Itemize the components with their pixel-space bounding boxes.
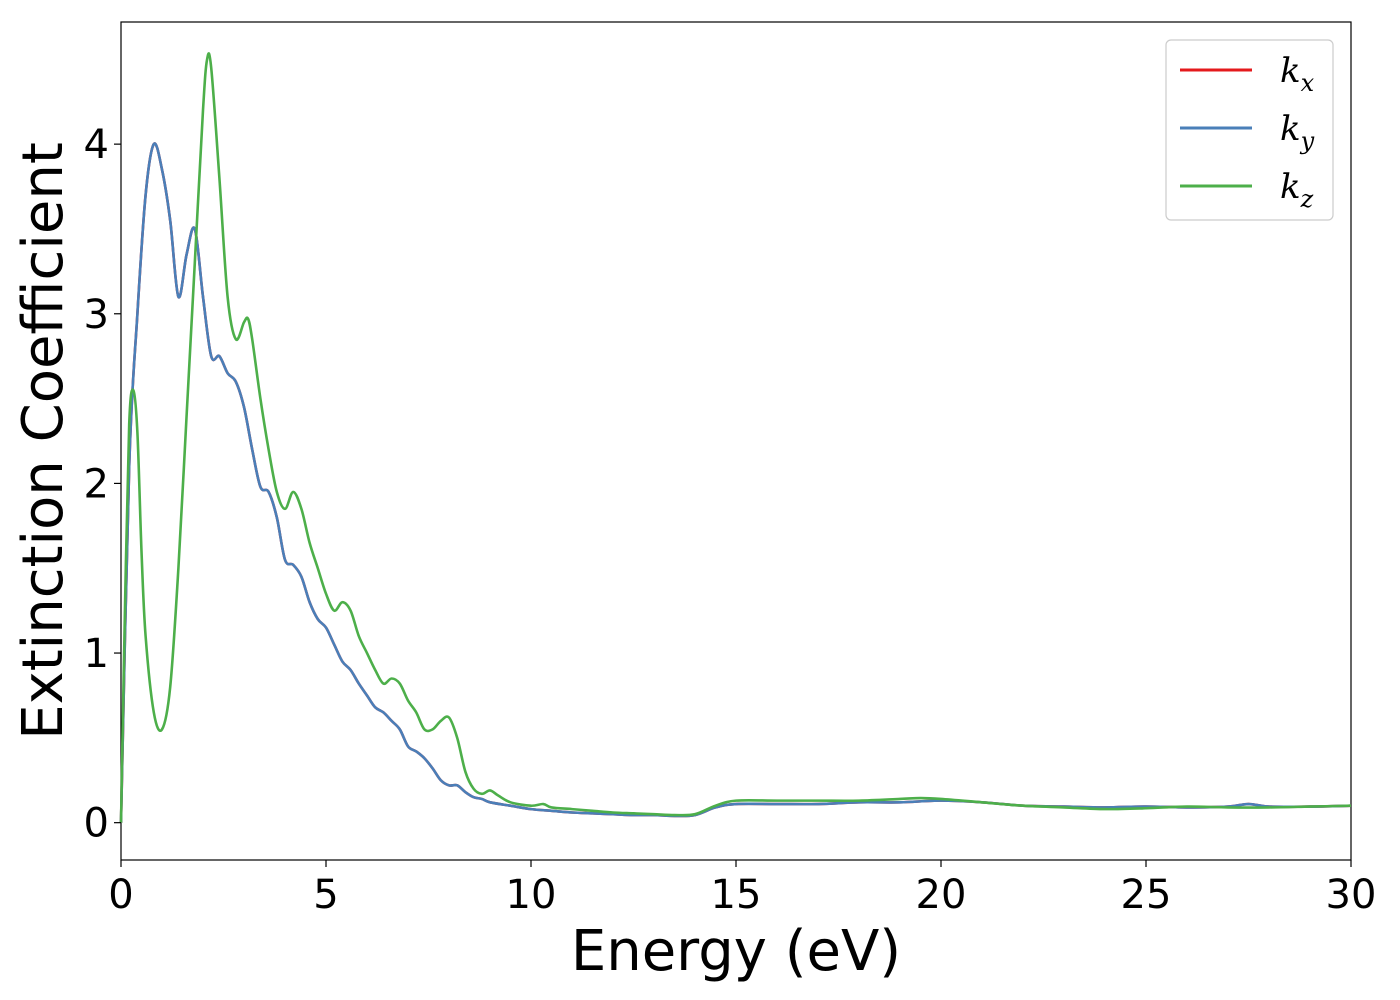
legend-box [1165, 39, 1334, 221]
legend-label-kx: kx [1280, 51, 1315, 97]
legend: kx ky kz [1165, 39, 1334, 221]
x-tick-label: 20 [916, 872, 967, 918]
y-tick-label: 2 [84, 461, 109, 507]
y-axis-ticks: 0 1 2 3 4 [84, 122, 121, 847]
x-tick-label: 30 [1326, 872, 1377, 918]
legend-label-ky: ky [1280, 109, 1315, 155]
legend-label-kz: kz [1280, 167, 1314, 213]
x-tick-label: 10 [506, 872, 557, 918]
x-tick-label: 0 [108, 872, 133, 918]
x-tick-label: 15 [711, 872, 762, 918]
y-tick-label: 1 [84, 631, 109, 677]
x-axis-ticks: 0 5 10 15 20 25 30 [108, 860, 1376, 918]
y-tick-label: 4 [84, 122, 109, 168]
series-layer [119, 52, 1352, 823]
y-axis-title: Extinction Coefficient [11, 142, 76, 740]
y-tick-label: 0 [84, 801, 109, 847]
x-tick-label: 25 [1121, 872, 1172, 918]
x-axis-title: Energy (eV) [571, 919, 901, 984]
series-line-kz [119, 52, 1352, 823]
series-line-kx [119, 142, 1352, 823]
series-line-ky [119, 142, 1352, 823]
y-tick-label: 3 [84, 292, 109, 338]
x-tick-label: 5 [313, 872, 338, 918]
